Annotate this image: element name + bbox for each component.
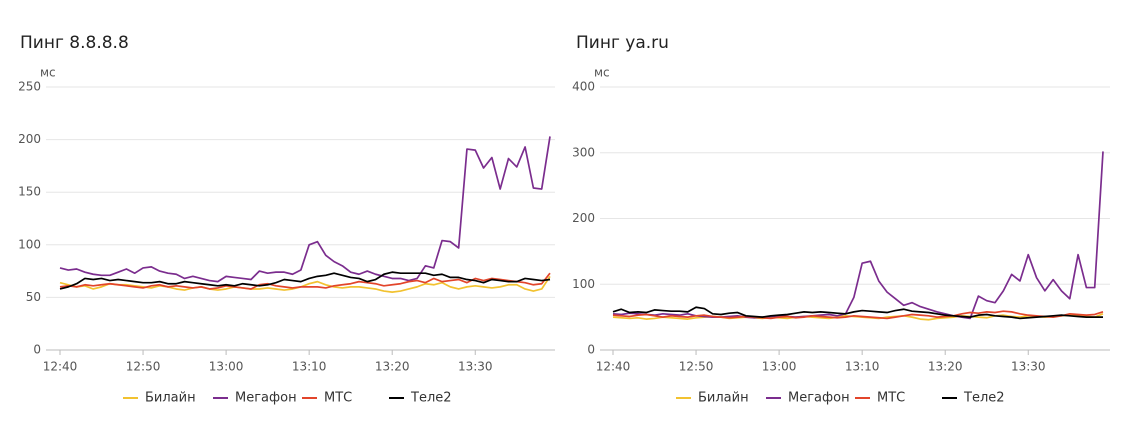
legend-label: Мегафон [235,391,297,406]
series-line [612,306,1103,320]
y-tick-label: 250 [18,80,41,94]
legend-label: Мегафон [788,391,850,406]
x-tick-label: 13:20 [928,360,963,374]
series-line [59,271,551,290]
x-tick-label: 12:50 [679,360,714,374]
y-tick-label: 100 [572,277,595,291]
chart-title: Пинг ya.ru [576,33,669,53]
chart-title: Пинг 8.8.8.8 [20,33,129,53]
x-tick-label: 13:30 [458,360,493,374]
y-tick-label: 400 [572,80,595,94]
y-tick-label: 300 [572,145,595,159]
legend-label: Теле2 [963,391,1005,406]
x-tick-label: 12:50 [126,360,161,374]
legend-label: МТС [324,391,352,406]
y-axis-label: мс [40,66,56,80]
legend-label: Билайн [698,391,749,406]
y-tick-label: 200 [18,132,41,146]
series-line [612,151,1104,320]
y-axis-label: мс [594,66,610,80]
y-tick-label: 100 [18,237,41,251]
x-tick-label: 13:00 [209,360,244,374]
series-line [612,310,1104,320]
legend-label: Билайн [145,391,196,406]
x-tick-label: 13:10 [845,360,880,374]
series-line [59,275,551,293]
series-line [59,272,551,290]
x-tick-label: 13:20 [375,360,410,374]
x-tick-label: 12:40 [43,360,78,374]
series-line [59,136,551,283]
legend-label: Теле2 [410,391,452,406]
x-tick-label: 13:00 [762,360,797,374]
y-tick-label: 200 [572,211,595,225]
legend-label: МТС [877,391,905,406]
y-tick-label: 0 [587,343,595,357]
y-tick-label: 150 [18,185,41,199]
y-tick-label: 50 [26,290,41,304]
x-tick-label: 13:10 [292,360,327,374]
x-tick-label: 13:30 [1011,360,1046,374]
y-tick-label: 0 [33,343,41,357]
x-tick-label: 12:40 [596,360,631,374]
